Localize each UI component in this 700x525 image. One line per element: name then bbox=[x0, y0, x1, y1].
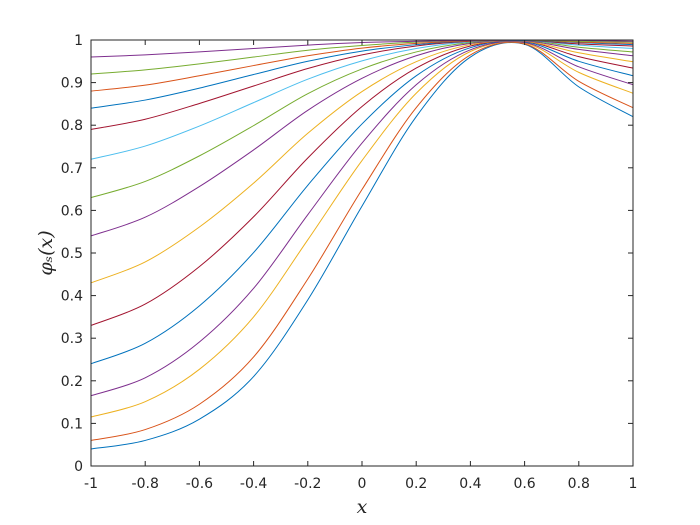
y-tick-label: 0.8 bbox=[61, 118, 83, 134]
y-tick-label: 0.1 bbox=[61, 416, 83, 432]
series-line bbox=[90, 39, 634, 237]
y-tick-label: 1 bbox=[74, 33, 83, 49]
y-tick-label: 0.6 bbox=[61, 203, 83, 219]
y-tick-label: 0.7 bbox=[61, 161, 83, 177]
y-tick-label: 0.4 bbox=[61, 289, 83, 305]
x-tick-label: 0.6 bbox=[513, 476, 535, 492]
y-axis-label: φₛ(x) bbox=[35, 230, 57, 275]
x-tick-label: 0 bbox=[358, 476, 367, 492]
x-tick-label: 1 bbox=[629, 476, 638, 492]
x-tick-label: -1 bbox=[84, 476, 98, 492]
x-tick-label: 0.8 bbox=[568, 476, 590, 492]
y-tick-label: 0.2 bbox=[61, 374, 83, 390]
y-tick-label: 0 bbox=[74, 459, 83, 475]
series-line bbox=[90, 41, 634, 450]
x-tick-label: -0.8 bbox=[132, 476, 159, 492]
x-tick-label: 0.4 bbox=[459, 476, 481, 492]
y-tick-label: 0.3 bbox=[61, 331, 83, 347]
x-tick-label: -0.6 bbox=[186, 476, 213, 492]
series-line bbox=[90, 41, 634, 441]
series-line bbox=[90, 40, 634, 284]
x-axis-label: x bbox=[357, 496, 368, 518]
series-line bbox=[90, 40, 634, 365]
x-tick-label: 0.2 bbox=[405, 476, 427, 492]
series-line bbox=[90, 41, 634, 418]
y-tick-label: 0.9 bbox=[61, 76, 83, 92]
y-tick-label: 0.5 bbox=[61, 246, 83, 262]
x-tick-label: -0.2 bbox=[294, 476, 321, 492]
x-tick-label: -0.4 bbox=[240, 476, 267, 492]
series-line bbox=[90, 41, 634, 397]
